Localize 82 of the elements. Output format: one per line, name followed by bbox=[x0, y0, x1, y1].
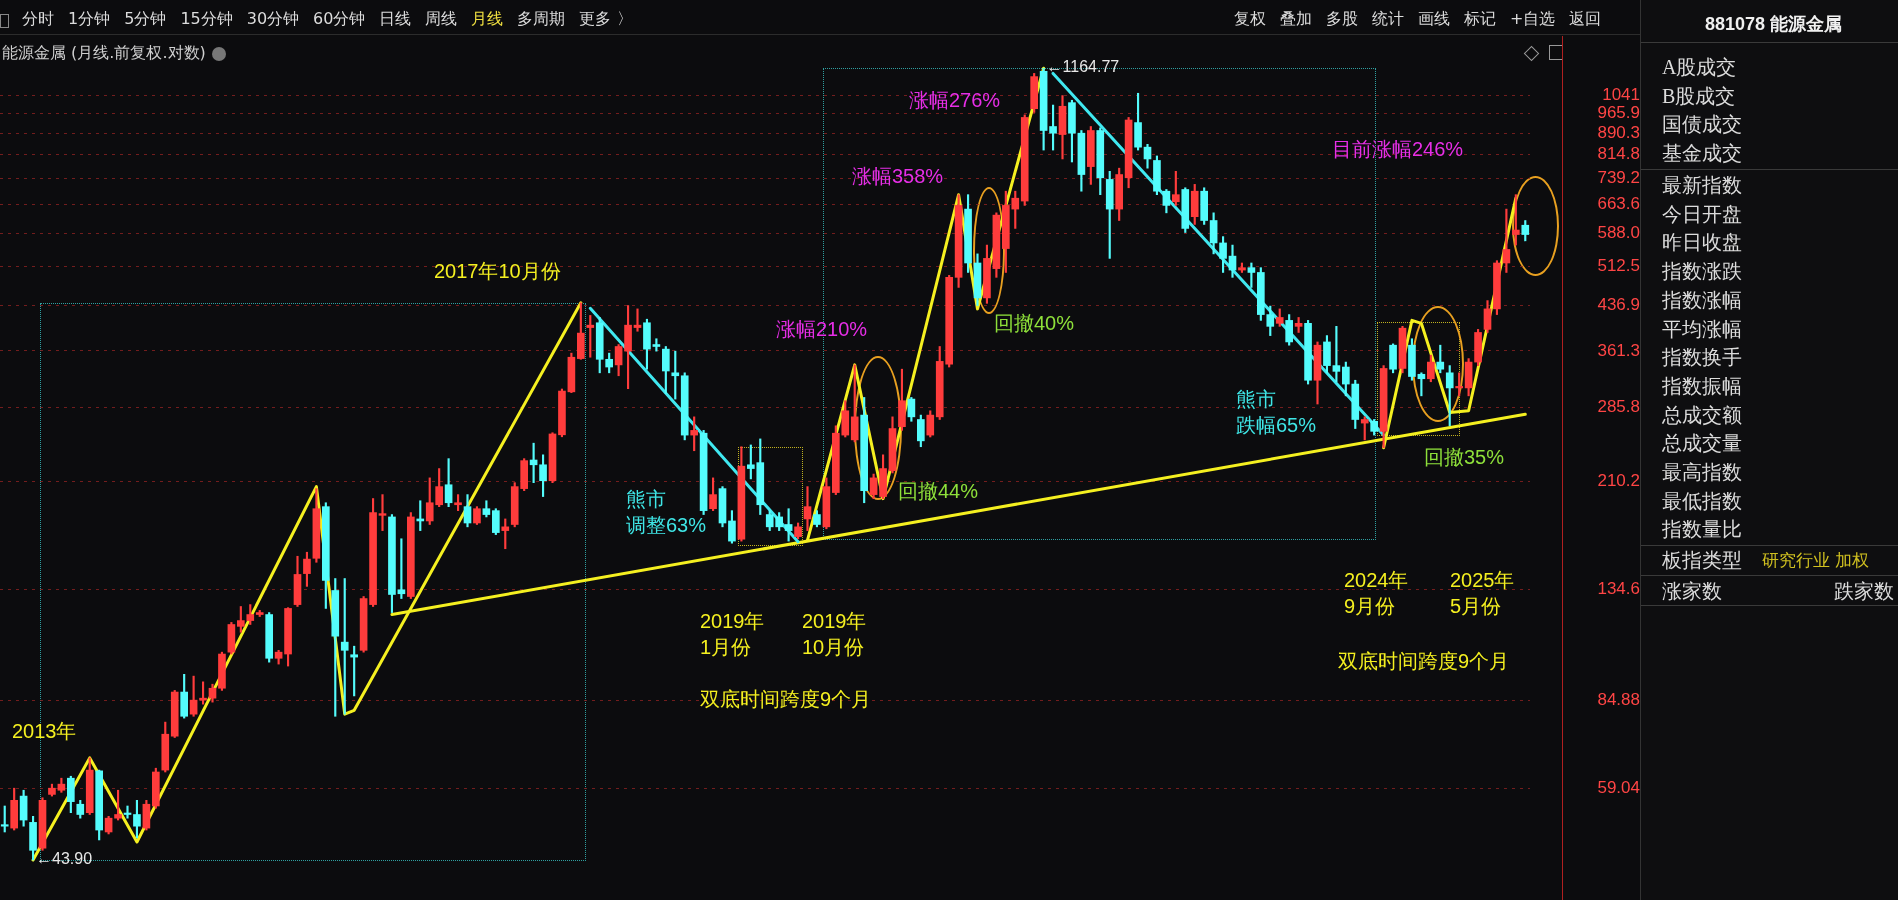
text: 叠加 bbox=[1280, 8, 1312, 30]
text: 标记 bbox=[1464, 8, 1496, 30]
text: 板指类型 bbox=[1662, 548, 1742, 572]
annotation: 2019年 10月份 bbox=[802, 609, 867, 660]
text: 5分钟 bbox=[124, 8, 167, 30]
y-tick-label: 739.2 bbox=[1597, 167, 1640, 187]
text: 跌家数 bbox=[1834, 579, 1894, 603]
y-tick-label: 210.2 bbox=[1597, 471, 1640, 491]
annotation: 双底时间跨度9个月 bbox=[700, 687, 872, 712]
text: 指数涨幅 bbox=[1662, 287, 1742, 312]
y-tick-label: 890.3 bbox=[1597, 122, 1640, 142]
y-tick-label: 663.6 bbox=[1597, 193, 1640, 213]
text: 月线 bbox=[471, 8, 504, 30]
y-tick-label: 512.5 bbox=[1597, 256, 1640, 276]
text: 更多 〉 bbox=[579, 8, 633, 30]
candlestick bbox=[114, 789, 122, 821]
y-tick-label: 134.6 bbox=[1597, 579, 1640, 599]
text: 最高指数 bbox=[1662, 460, 1742, 484]
y-tick-label: 436.9 bbox=[1597, 294, 1640, 314]
annotation: ←1164.77 bbox=[1046, 57, 1120, 78]
y-tick-label: 59.04 bbox=[1597, 778, 1640, 798]
text: 涨家数 bbox=[1662, 579, 1722, 603]
text: 日线 bbox=[379, 8, 412, 30]
text: 周线 bbox=[425, 8, 458, 30]
text: 多周期 bbox=[517, 8, 566, 30]
text: +自选 bbox=[1510, 8, 1556, 30]
candlestick bbox=[255, 610, 264, 617]
text: 指数换手 bbox=[1662, 345, 1742, 370]
text: B股成交 bbox=[1662, 83, 1736, 108]
annotation: 目前涨幅246% bbox=[1332, 137, 1464, 162]
text: 最低指数 bbox=[1662, 488, 1742, 513]
text: 指数量比 bbox=[1662, 517, 1742, 542]
text: 30分钟 bbox=[246, 8, 300, 30]
y-tick-label: 84.88 bbox=[1597, 690, 1640, 710]
y-tick-label: 588.0 bbox=[1597, 222, 1640, 242]
annotation: 2025年 5月份 bbox=[1450, 568, 1515, 619]
text: 60分钟 bbox=[313, 8, 366, 30]
text: 分时 bbox=[22, 8, 54, 30]
annotation: 涨幅210% bbox=[776, 317, 868, 342]
text: 基金成交 bbox=[1662, 140, 1742, 165]
y-tick-label: 361.3 bbox=[1597, 340, 1640, 360]
y-tick-label: 285.8 bbox=[1597, 397, 1640, 417]
text: 指数振幅 bbox=[1662, 373, 1742, 398]
annotation: 回撤44% bbox=[898, 479, 979, 504]
text: 昨日收盘 bbox=[1662, 230, 1742, 255]
annotation: 双底时间跨度9个月 bbox=[1338, 649, 1510, 674]
annotation: 调整63% bbox=[626, 513, 707, 538]
text: A股成交 bbox=[1662, 55, 1737, 79]
text: 画线 bbox=[1418, 8, 1450, 30]
annotation: 2019年 1月份 bbox=[700, 609, 765, 660]
text: 指数涨跌 bbox=[1662, 259, 1742, 284]
text: 返回 bbox=[1569, 8, 1602, 30]
text: 总成交量 bbox=[1662, 431, 1742, 456]
text: 平均涨幅 bbox=[1662, 316, 1742, 341]
candlestick bbox=[454, 494, 462, 511]
annotation: 涨幅358% bbox=[852, 164, 944, 189]
annotation: 2017年10月份 bbox=[434, 259, 561, 284]
text: 1分钟 bbox=[68, 8, 111, 30]
annotation: ←43.90 bbox=[36, 849, 93, 869]
text: 15分钟 bbox=[180, 8, 233, 30]
candlestick bbox=[0, 805, 9, 833]
annotation: 跌幅65% bbox=[1236, 413, 1317, 438]
chart-title: 能源金属 (月线.前复权.对数) bbox=[2, 43, 206, 64]
text: 研究行业 加权 bbox=[1762, 550, 1869, 572]
annotation: 熊市 bbox=[626, 487, 666, 512]
text: 881078 能源金属 bbox=[1705, 13, 1843, 36]
text: 今日开盘 bbox=[1662, 201, 1742, 226]
annotation: 2024年 9月份 bbox=[1344, 568, 1409, 619]
annotation: 回撤35% bbox=[1424, 445, 1505, 470]
y-tick-label: 965.9 bbox=[1597, 103, 1640, 123]
annotation: 熊市 bbox=[1236, 387, 1276, 412]
text: 总成交额 bbox=[1662, 402, 1742, 427]
y-tick-label: 1041 bbox=[1602, 85, 1640, 105]
text: 国债成交 bbox=[1662, 112, 1742, 136]
text: 复权 bbox=[1234, 8, 1266, 30]
annotation: 回撤40% bbox=[994, 311, 1075, 336]
y-tick-label: 814.8 bbox=[1597, 144, 1640, 164]
text: 最新指数 bbox=[1662, 173, 1742, 197]
annotation: 2013年 bbox=[12, 719, 77, 744]
text: 统计 bbox=[1372, 8, 1404, 30]
text: 多股 bbox=[1326, 8, 1358, 30]
annotation: 涨幅276% bbox=[909, 88, 1001, 113]
